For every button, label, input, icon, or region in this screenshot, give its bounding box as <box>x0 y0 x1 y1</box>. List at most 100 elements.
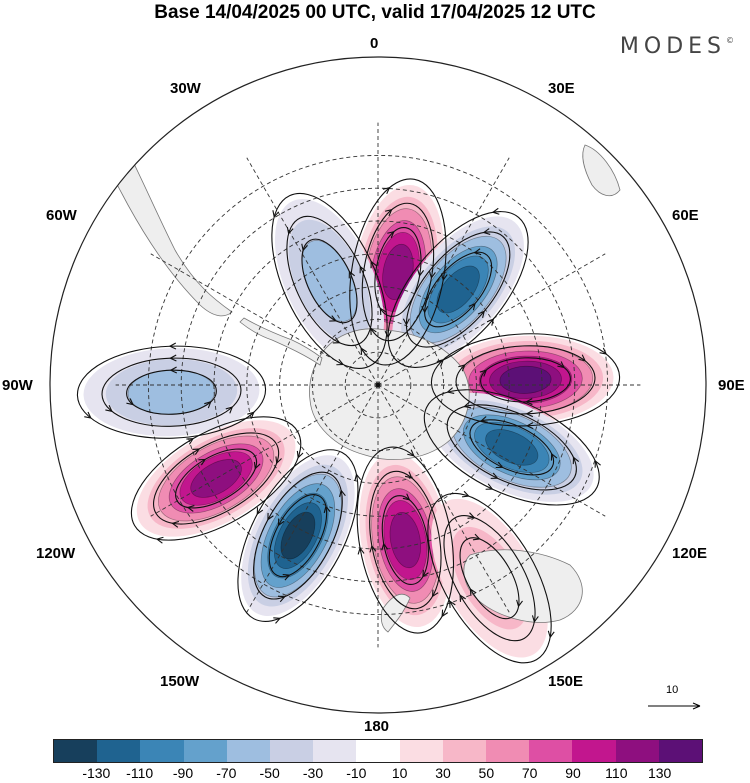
wind-arrowhead <box>332 337 341 344</box>
brand-name: MODES <box>619 34 726 59</box>
wind-arrowhead <box>550 452 558 461</box>
wind-arrowhead <box>467 512 476 519</box>
latitude-circle <box>246 253 510 517</box>
anomaly-contour <box>485 429 539 466</box>
colorbar-tick-label: -110 <box>126 765 154 781</box>
wind-arrowhead <box>402 318 410 326</box>
anomaly-contour <box>499 365 552 394</box>
wind-arrowhead <box>402 493 411 501</box>
meridian-line <box>246 157 379 386</box>
lon-label-30w: 30W <box>170 80 201 97</box>
colorbar-swatch <box>356 740 400 762</box>
colorbar-swatch <box>313 740 357 762</box>
colorbar-swatch <box>140 740 184 762</box>
wind-arrowhead <box>422 569 429 578</box>
south-pole-marker <box>375 382 381 388</box>
wind-arrowhead <box>168 342 177 350</box>
wind-arrowhead <box>472 533 481 541</box>
meridian-line <box>377 384 510 613</box>
colorbar-swatch <box>486 740 530 762</box>
wind-arrowhead <box>369 544 377 553</box>
wind-arrowhead <box>253 461 261 470</box>
lon-label-90w: 90W <box>2 377 33 394</box>
wind-arrowhead <box>301 243 308 252</box>
australia <box>463 549 583 623</box>
wind-arrowhead <box>126 398 134 406</box>
wind-arrowhead <box>572 456 580 465</box>
colorbar-tick-label: -30 <box>302 765 324 781</box>
latitude-circle <box>344 351 412 419</box>
anomaly-contour <box>389 512 422 569</box>
colorbar-tick-label: 10 <box>391 765 408 781</box>
lon-label-120w: 120W <box>36 545 76 562</box>
wind-arrowhead <box>468 302 476 311</box>
brand-mark: © <box>726 36 734 45</box>
wind-arrowhead <box>379 307 387 316</box>
wind-arrowhead <box>463 401 472 409</box>
vector-scale: 10 <box>646 684 706 714</box>
wind-arrowhead <box>348 270 356 279</box>
antarctica <box>309 328 470 460</box>
wind-arrowhead <box>490 472 499 479</box>
colorbar-swatch <box>54 740 98 762</box>
lon-label-0: 0 <box>370 35 379 52</box>
wind-arrowhead <box>407 449 415 457</box>
lon-label-30e: 30E <box>548 80 575 97</box>
wind-arrowhead <box>547 630 555 639</box>
colorbar-swatch <box>183 740 227 762</box>
colorbar-swatch <box>442 740 487 762</box>
wind-arrowhead <box>329 315 338 322</box>
colorbar-tick-label: -50 <box>259 765 280 781</box>
map-border <box>49 56 707 714</box>
wind-arrowhead <box>204 401 212 409</box>
wind-arrowhead <box>486 318 495 326</box>
wind-arrowhead <box>404 471 413 479</box>
wind-arrowhead <box>105 404 113 413</box>
wind-arrowhead <box>381 542 389 551</box>
wind-arrowhead <box>169 354 177 362</box>
colorbar-tick-label: -10 <box>346 765 367 781</box>
colorbar-swatch <box>572 740 616 762</box>
wind-arrowhead <box>339 489 346 498</box>
wind-arrowhead <box>477 310 485 319</box>
colorbar-tick-label: 70 <box>521 765 538 781</box>
wind-arrowhead <box>449 600 456 608</box>
wind-arrowhead <box>469 588 477 596</box>
wind-arrowhead <box>336 358 345 366</box>
wind-arrowhead <box>323 505 331 514</box>
wind-arrowhead <box>225 406 234 414</box>
wind-arrowhead <box>446 387 455 394</box>
wind-arrowhead <box>277 518 285 527</box>
wind-arrowhead <box>296 450 304 459</box>
wind-arrowhead <box>354 473 362 482</box>
wind-arrowhead <box>384 208 393 217</box>
anomaly-contour <box>190 459 242 498</box>
wind-arrowhead <box>525 422 534 430</box>
lon-label-120e: 120E <box>672 545 708 562</box>
antarctic-peninsula <box>239 317 323 366</box>
colorbar-swatch <box>270 740 314 762</box>
meridian-line <box>377 384 606 517</box>
colorbar-swatch <box>226 740 271 762</box>
wind-arrowhead <box>578 354 587 362</box>
wind-arrowhead <box>186 438 195 445</box>
lon-label-60w: 60W <box>46 207 77 224</box>
wind-arrowhead <box>428 271 436 280</box>
vector-scale-label: 10 <box>666 684 679 696</box>
wind-arrowhead <box>421 305 429 314</box>
vector-scale-arrowhead <box>692 702 701 710</box>
colorbar-tick-label: -90 <box>172 765 194 781</box>
meridian-line <box>377 253 606 386</box>
wind-arrowhead <box>479 416 488 423</box>
colorbar-swatch <box>399 740 443 762</box>
colorbar-swatch <box>658 740 703 762</box>
wind-arrowhead <box>360 347 368 355</box>
new-zealand <box>380 593 411 633</box>
colorbar-tick-label: 50 <box>478 765 495 781</box>
lon-label-150e: 150E <box>548 673 584 690</box>
colorbar-swatch <box>97 740 141 762</box>
colorbar-swatch <box>529 740 573 762</box>
colorbar-swatch <box>615 740 659 762</box>
wind-arrowhead <box>275 456 282 465</box>
wind-arrowhead <box>387 230 395 239</box>
